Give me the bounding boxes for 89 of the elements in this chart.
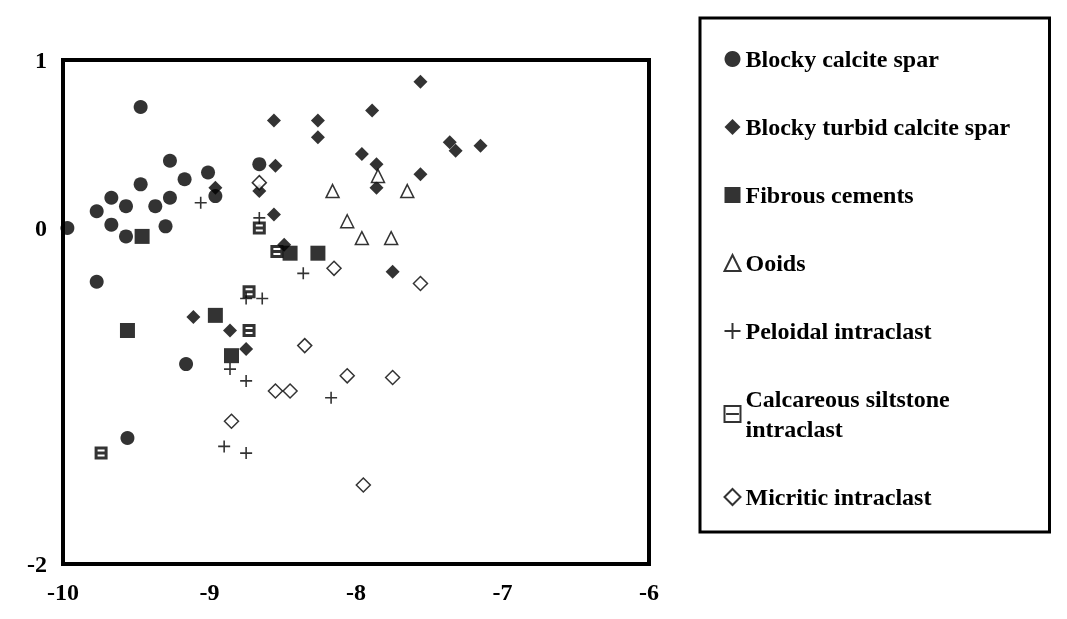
point [119, 322, 135, 338]
point [400, 183, 415, 199]
point [365, 103, 380, 118]
point [162, 153, 177, 168]
point [120, 431, 135, 445]
point [104, 190, 119, 205]
point [242, 323, 256, 337]
legend-label: Ooids [745, 250, 806, 276]
point [310, 130, 325, 145]
legend-label: Blocky calcite spar [745, 46, 940, 72]
point [384, 369, 401, 386]
point [223, 323, 238, 338]
point [223, 362, 237, 376]
point [412, 275, 429, 292]
point [94, 446, 108, 460]
point [217, 439, 231, 454]
point [385, 264, 400, 279]
point [442, 135, 457, 150]
point [89, 204, 104, 219]
point [324, 390, 338, 405]
point [60, 221, 75, 235]
point [354, 230, 370, 246]
x-tick-label: -7 [492, 579, 513, 605]
point [223, 413, 240, 429]
legend-label: Micritic intraclast [745, 484, 932, 510]
point [239, 341, 254, 356]
x-tick-label: -10 [47, 579, 79, 605]
point [413, 74, 428, 89]
point [296, 337, 313, 354]
x-tick-label: -9 [199, 579, 220, 605]
point [239, 291, 253, 306]
point [193, 196, 208, 210]
point [268, 158, 283, 173]
point [383, 230, 399, 246]
point [354, 147, 369, 162]
legend-label: Blocky turbid calcite spar [745, 114, 1011, 140]
point [310, 113, 325, 128]
point [177, 172, 192, 187]
point [179, 357, 194, 372]
x-tick-label: -8 [346, 579, 366, 605]
y-tick-label: 0 [35, 215, 47, 241]
y-tick-label: 1 [35, 47, 47, 73]
point [369, 157, 384, 172]
point [223, 348, 239, 364]
point [242, 285, 256, 299]
point [104, 217, 119, 232]
legend-label: Calcareous siltstone intraclast [745, 386, 956, 442]
point [325, 183, 340, 199]
point [369, 180, 384, 195]
point [310, 245, 326, 261]
point [326, 260, 342, 277]
point [158, 219, 173, 234]
point [266, 113, 281, 128]
point [252, 157, 267, 172]
point [370, 168, 386, 184]
point [296, 266, 311, 281]
point [448, 143, 463, 158]
point [413, 167, 428, 182]
point [282, 245, 298, 261]
point [89, 274, 104, 289]
point [270, 245, 284, 259]
point [134, 228, 150, 244]
point [255, 291, 270, 306]
point [251, 174, 268, 191]
point [339, 214, 355, 229]
x-tick-label: -6 [639, 579, 659, 605]
legend-label: Fibrous cements [745, 182, 914, 208]
point [208, 180, 223, 195]
point [133, 177, 148, 192]
point [239, 374, 253, 388]
point [162, 190, 177, 205]
point [201, 165, 216, 180]
point [339, 368, 355, 384]
point [266, 207, 281, 222]
point [148, 199, 163, 214]
point [133, 100, 148, 115]
point [119, 229, 133, 244]
point [252, 211, 267, 225]
point [119, 199, 133, 214]
point [239, 446, 253, 460]
y-tick-label: -2 [27, 551, 47, 577]
point [282, 383, 298, 399]
point [186, 310, 201, 325]
point [473, 138, 488, 153]
point [267, 383, 284, 399]
point [355, 477, 372, 493]
point [252, 221, 266, 235]
legend-label: Peloidal intraclast [745, 318, 932, 344]
point [207, 307, 223, 323]
